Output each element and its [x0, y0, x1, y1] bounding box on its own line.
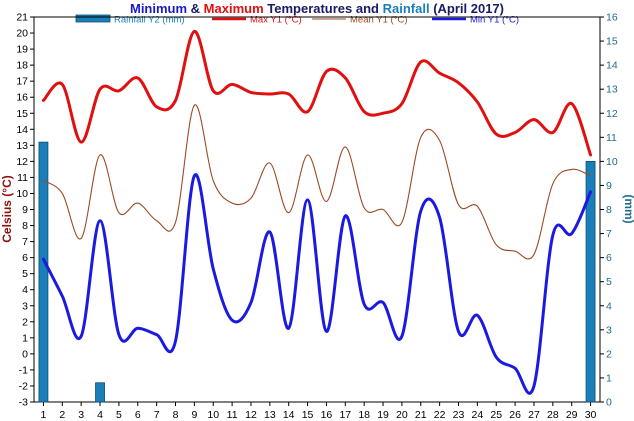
x-tick-label: 15 [302, 409, 314, 421]
y2-tick-label: 11 [606, 132, 617, 144]
max-temperature-line [41, 29, 593, 157]
title-part-2: Maximum [204, 1, 264, 16]
x-tick-label: 1 [41, 409, 47, 421]
x-tick-label: 13 [264, 409, 276, 421]
min-temperature-line [41, 173, 593, 395]
y2-tick-label: 8 [606, 204, 612, 216]
y2-tick-label: 2 [606, 348, 612, 360]
y2-tick-label: 7 [606, 228, 612, 240]
x-tick-label: 17 [339, 409, 351, 421]
y2-tick-label: 14 [606, 60, 618, 72]
title-part-0: Minimum [130, 1, 187, 16]
x-tick-label: 22 [434, 409, 446, 421]
x-axis: 1 2 3 4 5 6 7 8 9 10 11 12 13 14 15 16 17 18 19 20 21 22 23 24 2… [41, 402, 597, 421]
x-tick-label: 2 [59, 409, 65, 421]
y-tick-label: 16 [16, 92, 28, 104]
x-tick-label: 18 [358, 409, 370, 421]
x-tick-label: 28 [547, 409, 559, 421]
y2-tick-label: 15 [606, 36, 618, 48]
y-tick-label: 1 [22, 332, 28, 344]
x-tick-label: 29 [566, 409, 578, 421]
y-tick-label: 19 [16, 44, 28, 56]
x-tick-label: 10 [207, 409, 219, 421]
x-tick-label: 11 [227, 409, 238, 421]
x-tick-label: 27 [528, 409, 540, 421]
y2-tick-label: 0 [606, 397, 612, 409]
y-tick-label: 12 [16, 156, 28, 168]
y-tick-label: -3 [19, 397, 28, 409]
y-tick-label: -2 [19, 380, 28, 392]
y-tick-label: -1 [19, 364, 28, 376]
y-tick-label: 8 [22, 220, 28, 232]
chart-legend: Rainfall Y2 (mm) Max Y1 (°C) Mean Y1 (°C) M… [75, 14, 519, 26]
legend-label: Rainfall Y2 (mm) [114, 15, 185, 26]
chart-title: Minimum & Maximum Temperatures and Rainf… [130, 1, 504, 16]
x-tick-label: 16 [321, 409, 333, 421]
title-part-5: (April 2017) [430, 1, 504, 16]
x-tick-label: 12 [245, 409, 257, 421]
title-part-4: Rainfall [383, 1, 430, 16]
rainfall-bar [95, 382, 105, 403]
y-tick-label: 6 [22, 252, 28, 264]
y-tick-label: 14 [16, 124, 28, 136]
x-tick-label: 26 [509, 409, 521, 421]
y-tick-label: 7 [22, 236, 28, 248]
legend-label: Max Y1 (°C) [250, 15, 302, 26]
x-tick-label: 3 [78, 409, 84, 421]
x-tick-label: 14 [283, 409, 295, 421]
y2-tick-label: 3 [606, 324, 612, 336]
y2-tick-label: 4 [606, 300, 612, 312]
x-tick-label: 4 [97, 409, 103, 421]
legend-label: Min Y1 (°C) [470, 15, 519, 26]
y-tick-label: 4 [22, 284, 28, 296]
y-tick-label: 2 [22, 316, 28, 328]
y-tick-label: 21 [16, 12, 28, 24]
x-tick-label: 6 [135, 409, 141, 421]
y-tick-label: 17 [16, 76, 28, 88]
x-tick-label: 21 [415, 409, 427, 421]
y-tick-label: 20 [16, 28, 28, 40]
y-tick-label: 0 [22, 348, 28, 360]
y-tick-label: 13 [16, 140, 28, 152]
mean-temperature-line [42, 104, 592, 260]
y-tick-label: 11 [17, 172, 28, 184]
x-tick-label: 20 [396, 409, 408, 421]
x-tick-label: 8 [173, 409, 179, 421]
y2-tick-label: 13 [606, 84, 618, 96]
y2-tick-label: 1 [606, 372, 612, 384]
y-tick-label: 10 [16, 188, 28, 200]
y-tick-label: 18 [16, 60, 28, 72]
x-tick-label: 9 [191, 409, 197, 421]
x-tick-label: 25 [490, 409, 502, 421]
y-tick-label: 5 [22, 268, 28, 280]
x-tick-label: 5 [116, 409, 122, 421]
title-part-3: Temperatures and [264, 1, 383, 16]
y2-tick-label: 10 [606, 156, 618, 168]
y2-tick-label: 6 [606, 252, 612, 264]
x-tick-label: 19 [377, 409, 389, 421]
x-tick-label: 7 [154, 409, 160, 421]
legend-label: Mean Y1 (°C) [350, 15, 407, 26]
temperature-lines [41, 29, 593, 395]
y2-axis-label: (mm) [622, 194, 634, 223]
y-tick-label: 15 [16, 108, 28, 120]
x-tick-label: 23 [453, 409, 465, 421]
x-tick-label: 30 [585, 409, 597, 421]
y2-tick-label: 9 [606, 180, 612, 192]
y-tick-label: 9 [22, 204, 28, 216]
x-tick-label: 24 [472, 409, 484, 421]
y2-tick-label: 5 [606, 276, 612, 288]
title-part-1: & [187, 1, 204, 16]
y2-tick-label: 16 [606, 12, 618, 24]
y-axis-label: Celsius (°C) [0, 175, 14, 242]
y-tick-label: 3 [22, 300, 28, 312]
legend-swatch-rainfall [75, 14, 111, 23]
y2-tick-label: 12 [606, 108, 618, 120]
